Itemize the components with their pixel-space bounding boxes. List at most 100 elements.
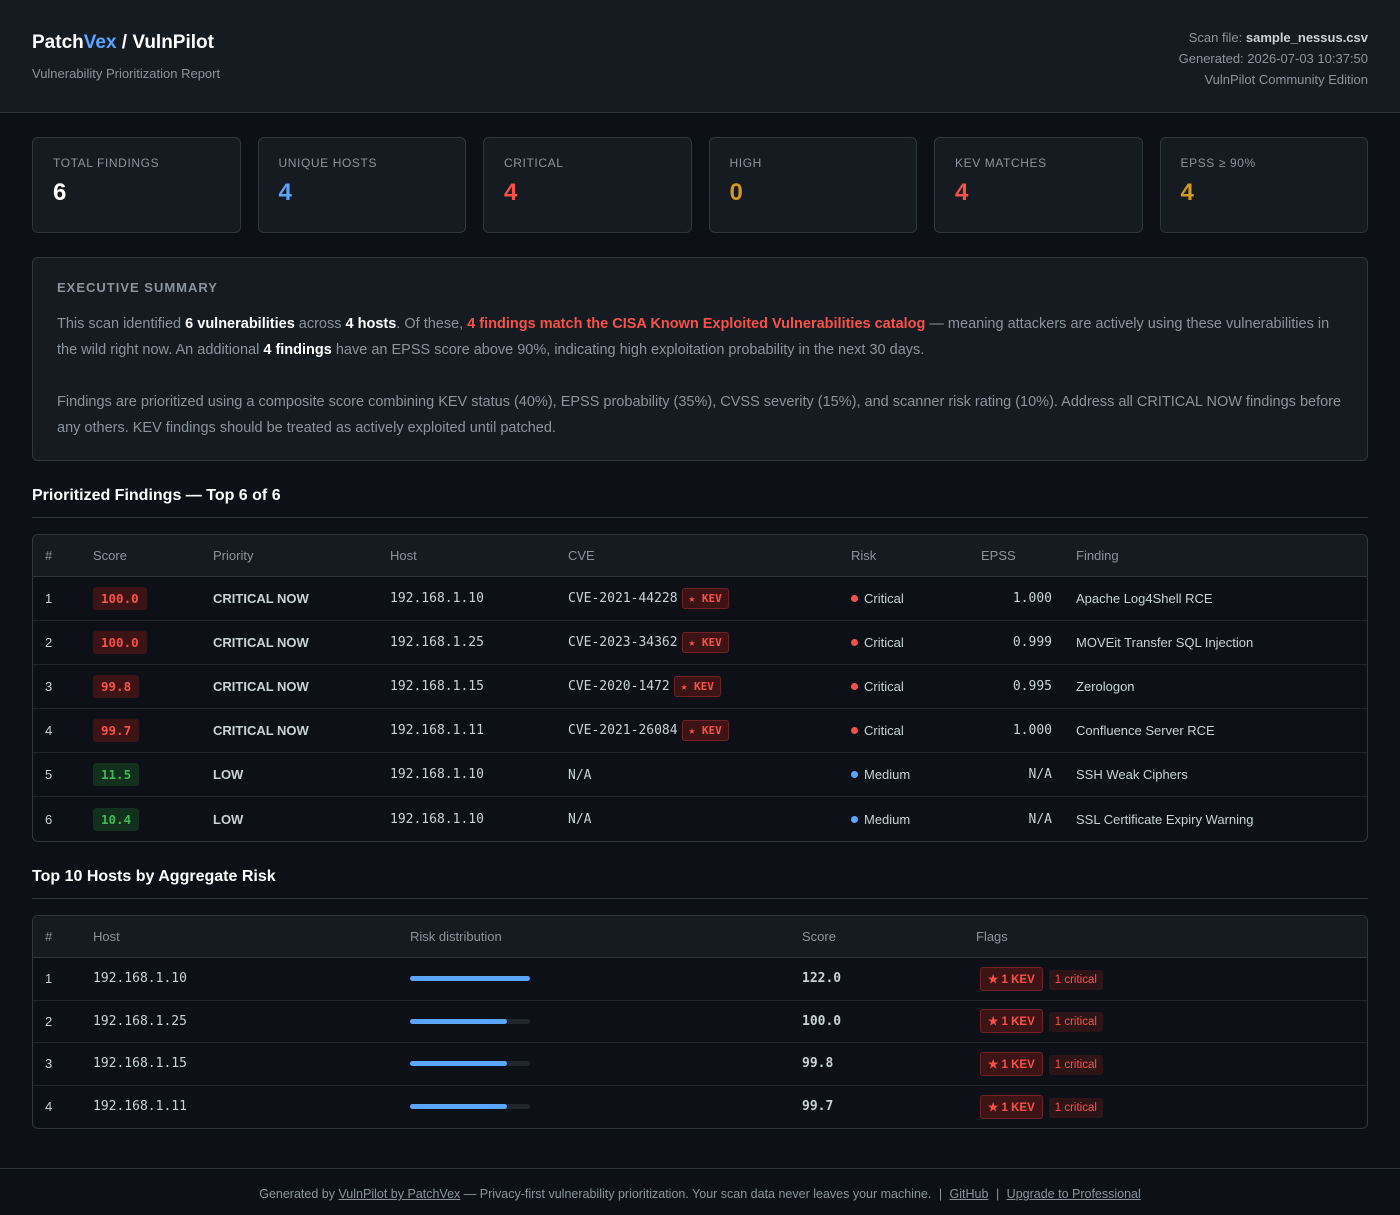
column-header: # xyxy=(33,535,81,577)
host-row[interactable]: 3 192.168.1.15 99.8 ★ 1 KEV 1 critical xyxy=(33,1043,1367,1086)
stat-card: CRITICAL 4 xyxy=(483,137,692,233)
report-footer: Generated by VulnPilot by PatchVex — Pri… xyxy=(0,1168,1400,1215)
cve-id: CVE-2020-1472 xyxy=(568,679,670,694)
risk-label: Medium xyxy=(864,767,911,782)
report-meta: Scan file: sample_nessus.csv Generated: … xyxy=(1179,27,1368,90)
priority-label: CRITICAL NOW xyxy=(201,577,378,621)
brand-title: PatchVex / VulnPilot xyxy=(32,32,214,53)
score-cell: 10.4 xyxy=(81,797,201,841)
report-header: PatchVex / VulnPilot Vulnerability Prior… xyxy=(0,0,1400,113)
column-header: Score xyxy=(81,535,201,577)
vulnpilot-link[interactable]: VulnPilot by PatchVex xyxy=(338,1187,461,1201)
risk-bar-fill xyxy=(410,1061,508,1067)
stat-label: KEV MATCHES xyxy=(955,156,1047,170)
score-cell: 99.7 xyxy=(81,709,201,753)
risk-cell: Critical xyxy=(839,709,969,753)
findings-header-row: # Score Priority Host CVE Risk EPSS Finding xyxy=(33,535,1367,577)
host-address: 192.168.1.11 xyxy=(378,709,556,753)
risk-dot-icon xyxy=(851,815,858,823)
score-cell: 100.0 xyxy=(81,577,201,621)
stat-cards: TOTAL FINDINGS 6 UNIQUE HOSTS 4 CRITICAL 4 HIG… xyxy=(32,137,1368,233)
stat-card: UNIQUE HOSTS 4 xyxy=(257,137,466,233)
edition-label: VulnPilot Community Edition xyxy=(1204,72,1368,87)
row-index: 2 xyxy=(33,1001,81,1043)
row-index: 3 xyxy=(33,665,81,709)
epss-value: 0.995 xyxy=(969,665,1064,709)
priority-label: CRITICAL NOW xyxy=(201,665,378,709)
risk-dot-icon xyxy=(851,771,858,778)
host-row[interactable]: 1 192.168.1.10 122.0 ★ 1 KEV 1 critical xyxy=(33,958,1367,1001)
finding-row[interactable]: 3 99.8 CRITICAL NOW 192.168.1.15 CVE-2020-14… xyxy=(33,665,1367,709)
critical-flag: 1 critical xyxy=(1048,1012,1103,1033)
row-index: 1 xyxy=(33,958,81,1001)
stat-label: TOTAL FINDINGS xyxy=(53,156,160,170)
finding-name: Zerologon xyxy=(1064,665,1367,709)
kev-flag: ★ 1 KEV xyxy=(980,1051,1043,1076)
flags-cell: ★ 1 KEV 1 critical xyxy=(964,958,1367,1001)
cve-cell: CVE-2020-1472 ★ KEV xyxy=(556,665,839,709)
host-address: 192.168.1.10 xyxy=(390,811,484,827)
risk-distribution-cell xyxy=(398,1001,790,1043)
host-row[interactable]: 2 192.168.1.25 100.0 ★ 1 KEV 1 critical xyxy=(33,1001,1367,1043)
risk-label: Critical xyxy=(864,591,904,606)
kev-flag: ★ 1 KEV xyxy=(980,966,1043,991)
cve-id: N/A xyxy=(568,767,592,783)
host-score: 122.0 xyxy=(790,958,964,1001)
critical-flag: 1 critical xyxy=(1048,969,1103,990)
cve-cell: N/A xyxy=(556,753,839,797)
priority-label: LOW xyxy=(201,753,378,797)
stat-label: HIGH xyxy=(729,156,762,170)
risk-label: Medium xyxy=(864,811,911,827)
risk-dot-icon xyxy=(851,683,858,690)
risk-bar xyxy=(410,1018,530,1024)
risk-label: Critical xyxy=(864,723,904,738)
host-address: 192.168.1.10 xyxy=(378,753,556,797)
host-row[interactable]: 4 192.168.1.11 99.7 ★ 1 KEV 1 critical xyxy=(33,1086,1367,1129)
kev-badge: ★ KEV xyxy=(673,676,721,697)
risk-label: Critical xyxy=(864,679,904,694)
risk-distribution-cell xyxy=(398,1043,790,1086)
generated-timestamp: Generated: 2026-07-03 10:37:50 xyxy=(1178,51,1368,66)
host-address: 192.168.1.10 xyxy=(81,958,398,1001)
cve-cell: CVE-2023-34362 ★ KEV xyxy=(556,621,839,665)
row-index: 5 xyxy=(33,753,81,797)
score-badge: 11.5 xyxy=(93,763,140,786)
risk-bar xyxy=(410,1104,530,1110)
kev-highlight: 4 findings match the CISA Known Exploite… xyxy=(467,316,926,332)
column-header: Risk xyxy=(839,535,969,577)
host-address: 192.168.1.11 xyxy=(93,1099,187,1115)
risk-cell: Critical xyxy=(839,577,969,621)
finding-row[interactable]: 5 11.5 LOW 192.168.1.10 N/A Medium N/A SSH Weak… xyxy=(33,753,1367,797)
finding-row[interactable]: 2 100.0 CRITICAL NOW 192.168.1.25 CVE-2023-3… xyxy=(33,621,1367,665)
column-header: Finding xyxy=(1064,535,1367,577)
column-header: Risk distribution xyxy=(398,916,790,958)
upgrade-link[interactable]: Upgrade to Professional xyxy=(1006,1187,1141,1201)
finding-name: Apache Log4Shell RCE xyxy=(1064,577,1367,621)
column-header: Score xyxy=(790,916,964,958)
column-header: Flags xyxy=(964,916,1367,958)
critical-flag: 1 critical xyxy=(1048,1097,1103,1118)
risk-bar xyxy=(410,1061,530,1067)
risk-bar-fill xyxy=(410,1018,508,1024)
score-cell: 11.5 xyxy=(81,753,201,797)
github-link[interactable]: GitHub xyxy=(949,1187,989,1201)
host-score: 100.0 xyxy=(790,1001,964,1043)
stat-card: TOTAL FINDINGS 6 xyxy=(32,137,241,233)
report-subtitle: Vulnerability Prioritization Report xyxy=(32,66,221,81)
finding-row[interactable]: 4 99.7 CRITICAL NOW 192.168.1.11 CVE-2021-26… xyxy=(33,709,1367,753)
finding-name: SSH Weak Ciphers xyxy=(1064,753,1367,797)
stat-value: 6 xyxy=(53,179,67,206)
risk-label: Critical xyxy=(864,635,904,650)
findings-table: # Score Priority Host CVE Risk EPSS Finding 1 10… xyxy=(32,534,1368,842)
hosts-header-row: # Host Risk distribution Score Flags xyxy=(33,916,1367,958)
score-badge: 10.4 xyxy=(93,807,140,831)
stat-value: 4 xyxy=(955,179,969,206)
host-address: 192.168.1.15 xyxy=(81,1043,398,1086)
finding-row[interactable]: 6 10.4 LOW 192.168.1.10 N/A Medium N/A SSL Cert… xyxy=(33,797,1367,841)
stat-value: 0 xyxy=(729,179,743,206)
row-index: 6 xyxy=(45,811,53,827)
finding-row[interactable]: 1 100.0 CRITICAL NOW 192.168.1.10 CVE-2021-4… xyxy=(33,577,1367,621)
row-index: 2 xyxy=(33,621,81,665)
kev-badge: ★ KEV xyxy=(681,720,729,741)
stat-value: 4 xyxy=(504,179,518,206)
